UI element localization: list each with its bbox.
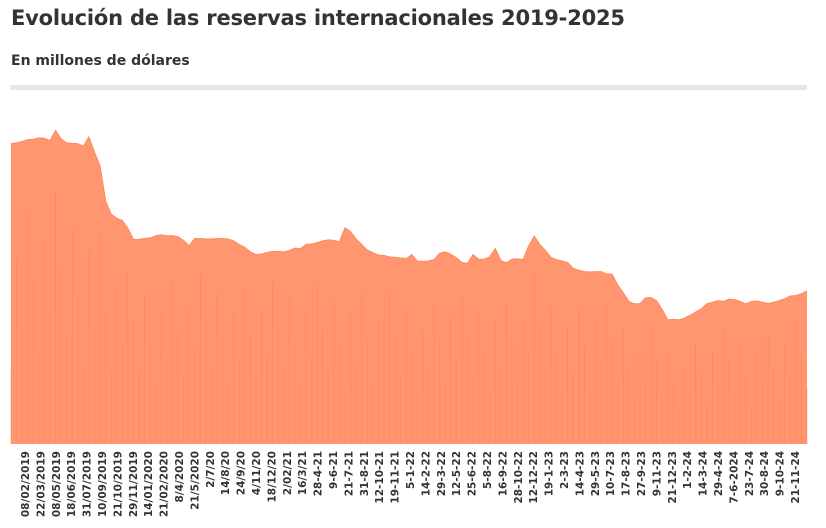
x-tick-label: 14/8/20 <box>220 451 232 495</box>
x-tick-label: 21/02/2020 <box>159 451 171 517</box>
x-tick-label: 14-3-24 <box>698 451 710 496</box>
reserves-line <box>10 129 808 321</box>
x-tick-label: 5-8-22 <box>482 451 494 489</box>
x-tick-label: 14/01/2020 <box>143 451 155 517</box>
x-tick-label: 23-7-24 <box>744 451 756 496</box>
x-tick-label: 25-6-22 <box>467 451 479 496</box>
x-tick-label: 28-10-22 <box>513 451 525 504</box>
x-axis-tick-labels: 08/02/2019 22/03/2019 08/05/2019 18/06/2019… <box>20 451 802 517</box>
x-tick-label: 9-11-23 <box>651 451 663 496</box>
x-tick-label: 18/06/2019 <box>66 451 78 517</box>
x-tick-label: 27-9-23 <box>636 451 648 496</box>
x-tick-label: 12-12-22 <box>528 451 540 504</box>
x-tick-label: 9-6-21 <box>328 451 340 489</box>
x-tick-label: 21-11-24 <box>790 451 802 504</box>
x-tick-label: 19-11-21 <box>390 451 402 504</box>
x-tick-label: 12-10-21 <box>374 451 386 504</box>
x-tick-label: 17-8-23 <box>621 451 633 496</box>
x-tick-label: 08/05/2019 <box>51 451 63 517</box>
x-tick-label: 10/09/2019 <box>97 451 109 517</box>
x-tick-label: 21/5/2020 <box>189 451 201 510</box>
x-tick-label: 31/07/2019 <box>82 451 94 517</box>
x-tick-label: 16/3/21 <box>297 451 309 495</box>
x-tick-label: 18/12/20 <box>266 451 278 503</box>
x-tick-label: 28-4-21 <box>313 451 325 496</box>
x-tick-label: 9-10-24 <box>775 451 787 496</box>
x-tick-label: 2/7/20 <box>205 451 217 488</box>
x-tick-label: 29/11/2019 <box>128 451 140 517</box>
x-tick-label: 21-12-23 <box>667 451 679 504</box>
x-tick-label: 16-9-22 <box>497 451 509 496</box>
chart-subtitle: En millones de dólares <box>11 53 190 69</box>
x-tick-label: 22/03/2019 <box>35 451 47 517</box>
x-tick-label: 31-8-21 <box>359 451 371 496</box>
x-tick-label: 29-4-24 <box>713 451 725 496</box>
x-tick-label: 29-3-22 <box>436 451 448 496</box>
x-tick-label: 5-1-22 <box>405 451 417 489</box>
x-tick-label: 21-7-21 <box>343 451 355 496</box>
x-tick-label: 4/11/20 <box>251 451 263 495</box>
x-tick-label: 2/02/21 <box>282 451 294 495</box>
x-tick-label: 21/10/2019 <box>112 451 124 517</box>
x-tick-label: 2-3-23 <box>559 451 571 489</box>
x-tick-label: 7-6-2024 <box>728 451 740 504</box>
x-tick-label: 24/9/20 <box>236 451 248 495</box>
x-tick-label: 08/02/2019 <box>20 451 32 517</box>
x-tick-label: 29-5-23 <box>590 451 602 496</box>
reserves-area <box>11 130 807 444</box>
x-tick-label: 1-2-24 <box>682 451 694 489</box>
x-tick-label: 14-2-22 <box>420 451 432 496</box>
x-tick-label: 8/4/2020 <box>174 451 186 503</box>
x-tick-label: 14-4-23 <box>574 451 586 496</box>
header-divider <box>10 85 807 90</box>
x-tick-label: 12-5-22 <box>451 451 463 496</box>
plot-area <box>10 129 808 444</box>
x-tick-label: 30-8-24 <box>759 451 771 496</box>
x-tick-label: 10-7-23 <box>605 451 617 496</box>
x-tick-label: 19-1-23 <box>544 451 556 496</box>
chart-title: Evolución de las reservas internacionale… <box>11 6 625 30</box>
